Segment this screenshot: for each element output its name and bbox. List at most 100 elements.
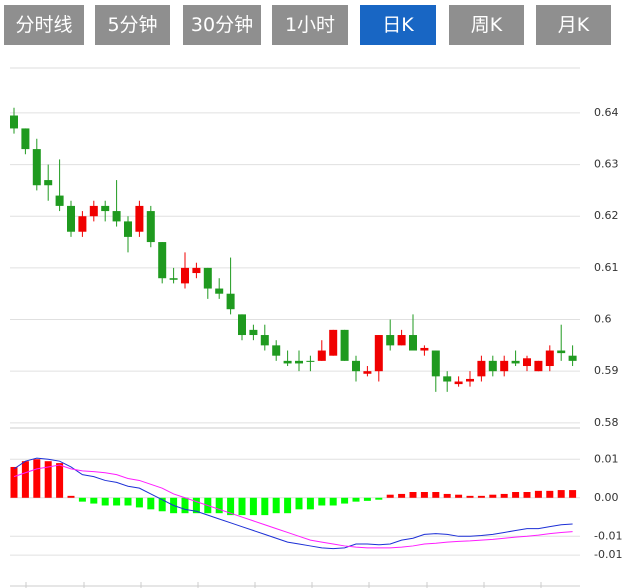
candle-body	[226, 293, 235, 310]
candle-body	[181, 267, 189, 284]
macd-bar	[512, 492, 520, 498]
y-tick-label: -0.01	[594, 548, 622, 561]
macd-bar	[443, 493, 451, 498]
macd-bar	[341, 497, 349, 504]
candle-body	[283, 360, 292, 364]
candle-body	[192, 267, 201, 274]
candle-body	[454, 381, 463, 385]
period-tab[interactable]: 30分钟	[183, 5, 261, 45]
macd-bar	[489, 494, 497, 498]
candle-body	[135, 205, 144, 232]
macd-bar	[90, 497, 98, 504]
macd-bar	[557, 490, 565, 498]
macd-bar	[56, 463, 64, 498]
macd-bar	[329, 497, 337, 506]
candle-body	[557, 350, 566, 354]
candle-body	[488, 360, 497, 372]
candle-body	[420, 347, 429, 351]
macd-bar	[455, 494, 463, 498]
candle-body	[21, 128, 30, 150]
macd-bar	[158, 497, 166, 512]
macd-line	[13, 457, 573, 550]
candle-body	[397, 335, 406, 346]
candle-body	[340, 329, 349, 361]
candle-body	[477, 360, 486, 377]
macd-bar	[67, 495, 75, 498]
candle-body	[443, 376, 452, 382]
macd-bar	[21, 461, 29, 498]
macd-bar	[124, 497, 132, 506]
candle-body	[32, 149, 41, 186]
candle-body	[500, 360, 509, 372]
macd-bar	[295, 497, 303, 510]
candle-body	[545, 350, 554, 367]
macd-bar	[523, 492, 531, 498]
period-tab[interactable]: 周K	[449, 5, 524, 45]
candle-body	[260, 335, 269, 346]
macd-bar	[569, 490, 577, 498]
y-tick-label: 0.64	[594, 106, 619, 119]
candle-body	[238, 314, 246, 336]
candle-body	[374, 335, 383, 372]
candle-body	[44, 180, 53, 186]
period-tab[interactable]: 1小时	[272, 5, 348, 45]
y-tick-label: 0.63	[594, 158, 619, 171]
macd-bar	[546, 490, 554, 498]
candle-body	[431, 350, 440, 377]
candle-body	[568, 355, 577, 361]
candle-body	[112, 211, 121, 222]
candle-body	[78, 216, 87, 232]
candle-body	[158, 242, 167, 279]
period-tab[interactable]: 分时线	[4, 5, 84, 45]
macd-bar	[432, 492, 440, 498]
candle-body	[101, 205, 110, 212]
macd-bar	[215, 497, 223, 514]
y-tick-label: 0.62	[594, 209, 619, 222]
candle-body	[10, 115, 18, 129]
period-tab[interactable]: 5分钟	[95, 5, 170, 45]
candle-body	[169, 278, 178, 280]
candle-body	[329, 329, 338, 356]
macd-line	[13, 464, 573, 549]
macd-bar	[420, 492, 428, 498]
macd-bar	[398, 493, 406, 498]
macd-bar	[147, 497, 155, 510]
candle-body	[67, 205, 75, 232]
chart: 0.58 0.59 0.6 0.61 0.62 0.63 0.64 0.01 0.00 -0.01…	[10, 67, 622, 588]
macd-bar	[238, 497, 246, 516]
macd-bar	[227, 497, 235, 516]
tab-bar: 分时线 5分钟 30分钟 1小时 日K 周K 月K	[0, 0, 632, 50]
macd-bar	[10, 466, 18, 498]
candle-body	[146, 211, 155, 243]
macd-bar	[363, 497, 371, 501]
candle-body	[89, 205, 98, 217]
macd-bar	[101, 497, 109, 506]
macd-bar	[500, 493, 508, 498]
y-tick-label: 0.61	[594, 261, 619, 274]
macd-bar	[284, 497, 292, 514]
y-tick-label: -0.01	[594, 529, 622, 542]
candle-body	[409, 335, 417, 351]
candle-body	[317, 350, 326, 361]
period-tab[interactable]: 日K	[360, 5, 436, 45]
macd-bar	[249, 497, 257, 516]
macd-bar	[181, 497, 189, 514]
candle-body	[466, 378, 474, 382]
candle-body	[386, 335, 395, 346]
macd-bar	[306, 497, 314, 510]
macd-bar	[135, 497, 143, 508]
candle-body	[306, 360, 315, 362]
macd-bar	[272, 497, 280, 514]
candle-body	[511, 360, 520, 364]
candle-body	[249, 329, 258, 336]
macd-bar	[477, 495, 485, 498]
period-tab[interactable]: 月K	[536, 5, 611, 45]
y-tick-label: 0.00	[594, 491, 619, 504]
macd-bar	[192, 497, 200, 514]
candle-body	[352, 360, 360, 372]
macd-bar	[375, 497, 383, 500]
y-tick-label: 0.59	[594, 364, 619, 377]
macd-bar	[352, 497, 360, 502]
y-tick-label: 0.01	[594, 452, 619, 465]
